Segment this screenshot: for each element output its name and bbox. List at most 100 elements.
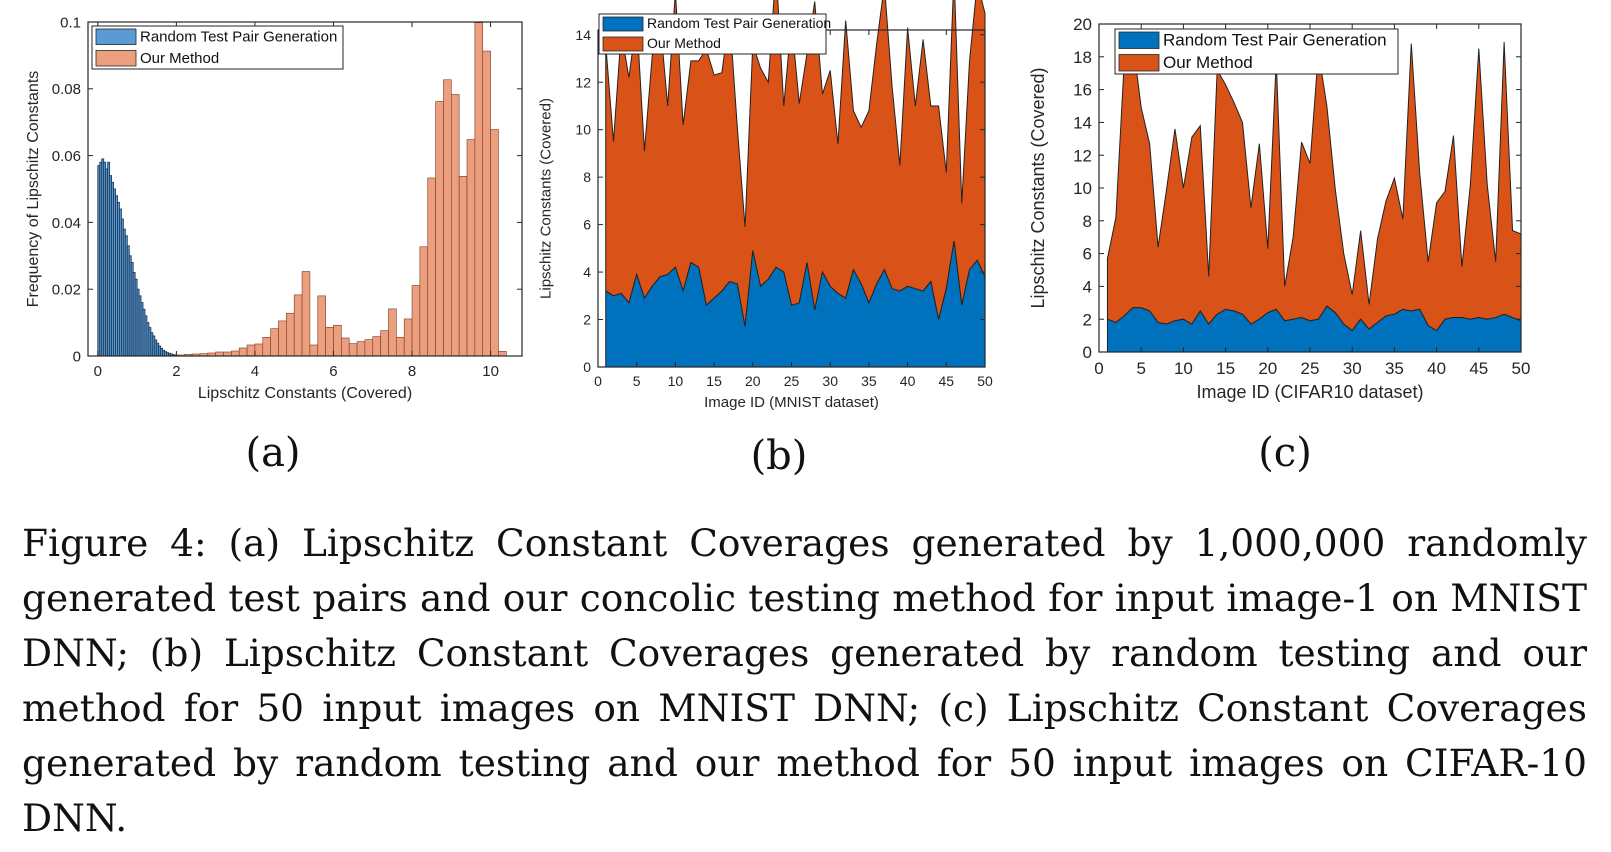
histogram-bar-ours bbox=[474, 22, 484, 357]
histogram-bar-ours bbox=[348, 343, 358, 357]
y-tick-label: 0 bbox=[583, 359, 591, 375]
histogram-bar-ours bbox=[270, 328, 279, 357]
x-tick-label: 4 bbox=[251, 363, 259, 380]
x-tick-label: 0 bbox=[1094, 359, 1103, 378]
y-tick-label: 20 bbox=[1073, 15, 1092, 34]
histogram-bar-ours bbox=[403, 318, 413, 357]
y-tick-label: 0 bbox=[73, 348, 81, 365]
histogram-bar-ours bbox=[262, 336, 271, 357]
panel-b-mnist-area-chart: 0 5 10 15 20 25 30 35 40 45 50 0 2 4 6 8 10 12 14 Image ID … bbox=[537, 0, 993, 411]
x-tick-label: 0 bbox=[94, 363, 102, 380]
y-tick-label: 10 bbox=[575, 122, 591, 138]
x-tick-label: 0 bbox=[594, 373, 602, 389]
x-tick-label: 2 bbox=[172, 363, 180, 380]
histogram-bar-ours bbox=[356, 341, 366, 357]
x-tick-label: 45 bbox=[1469, 359, 1488, 378]
histogram-bar-ours bbox=[451, 94, 460, 357]
legend-swatch bbox=[95, 50, 137, 67]
histogram-bar-ours bbox=[458, 176, 468, 357]
y-tick-label: 0.1 bbox=[60, 14, 81, 31]
histogram-bar-ours bbox=[309, 344, 319, 357]
x-tick-label: 5 bbox=[633, 373, 641, 389]
y-tick-label: 0 bbox=[1083, 343, 1092, 362]
histogram-bar-ours bbox=[301, 271, 311, 357]
x-tick-label: 35 bbox=[861, 373, 877, 389]
y-tick-label: 2 bbox=[583, 312, 591, 328]
legend-entry: Our Method bbox=[140, 50, 219, 67]
histogram-bar-ours bbox=[482, 50, 491, 357]
histogram-bar-ours bbox=[317, 295, 326, 357]
y-tick-label: 0.04 bbox=[52, 215, 81, 232]
legend-swatch bbox=[95, 28, 137, 45]
y-tick-label: 8 bbox=[1083, 212, 1092, 231]
histogram-bar-ours bbox=[411, 285, 421, 357]
x-tick-label: 10 bbox=[668, 373, 684, 389]
histogram-bar-ours bbox=[223, 351, 232, 357]
x-tick-label: 20 bbox=[745, 373, 761, 389]
legend-entry: Our Method bbox=[1163, 53, 1253, 72]
histogram-bar-ours bbox=[215, 351, 224, 357]
y-tick-label: 6 bbox=[583, 217, 591, 233]
y-tick-label: 12 bbox=[575, 74, 591, 90]
x-axis-label: Lipschitz Constants (Covered) bbox=[198, 385, 412, 402]
y-tick-label: 14 bbox=[1073, 114, 1092, 133]
histogram-bar-ours bbox=[231, 350, 240, 357]
y-axis-label: Frequency of Lipschitz Constants bbox=[25, 71, 42, 308]
legend-swatch bbox=[602, 16, 644, 32]
histogram-bar-ours bbox=[466, 139, 476, 357]
histogram-bar-ours bbox=[388, 308, 397, 357]
sublabel-c: (c) bbox=[1258, 430, 1312, 476]
histogram-bar-ours bbox=[333, 324, 342, 357]
histogram-bar-ours bbox=[443, 79, 452, 357]
x-tick-label: 25 bbox=[784, 373, 800, 389]
x-tick-label: 5 bbox=[1136, 359, 1145, 378]
histogram-bar-ours bbox=[427, 177, 436, 357]
panel-a-histogram: 0 2 4 6 8 10 0 0.02 0.04 0.06 0.08 0.1 Lipschitz Con… bbox=[25, 14, 523, 402]
area-series-random bbox=[1106, 305, 1522, 353]
histogram-bar-ours bbox=[498, 351, 507, 357]
y-tick-label: 18 bbox=[1073, 48, 1092, 67]
y-tick-label: 0.02 bbox=[52, 282, 81, 299]
y-tick-label: 6 bbox=[1083, 245, 1092, 264]
x-tick-label: 25 bbox=[1301, 359, 1320, 378]
x-tick-label: 8 bbox=[408, 363, 416, 380]
legend-entry: Our Method bbox=[647, 35, 721, 51]
figure-caption: Figure 4: (a) Lipschitz Constant Coverag… bbox=[22, 521, 1587, 840]
y-tick-label: 0.06 bbox=[52, 148, 81, 165]
x-tick-label: 15 bbox=[706, 373, 722, 389]
panel-a-axes-box bbox=[87, 21, 523, 357]
x-tick-label: 10 bbox=[1174, 359, 1193, 378]
histogram-bar-ours bbox=[254, 343, 264, 357]
area-series-random bbox=[605, 241, 986, 368]
legend-box bbox=[1114, 28, 1399, 75]
y-tick-label: 4 bbox=[583, 264, 591, 280]
histogram-bar-ours bbox=[293, 294, 303, 357]
histogram-bar-ours bbox=[490, 129, 499, 357]
histogram-bar-ours bbox=[435, 101, 444, 357]
y-tick-label: 16 bbox=[1073, 81, 1092, 100]
panel-c-cifar10-area-chart: 0 5 10 15 20 25 30 35 40 45 50 0 2 4 6 8 10 12 14 16 18 20 Ima… bbox=[1028, 15, 1530, 402]
y-tick-label: 10 bbox=[1073, 179, 1092, 198]
histogram-bar-ours bbox=[246, 344, 256, 357]
y-tick-label: 0.08 bbox=[52, 81, 81, 98]
histogram-bar-ours bbox=[278, 320, 287, 357]
sublabel-b: (b) bbox=[751, 433, 808, 479]
x-tick-label: 40 bbox=[900, 373, 916, 389]
x-tick-label: 20 bbox=[1258, 359, 1277, 378]
histogram-bar-ours bbox=[325, 326, 334, 357]
y-tick-label: 2 bbox=[1083, 310, 1092, 329]
x-tick-label: 40 bbox=[1427, 359, 1446, 378]
y-tick-label: 4 bbox=[1083, 278, 1092, 297]
legend-swatch bbox=[602, 36, 644, 52]
x-tick-label: 15 bbox=[1216, 359, 1235, 378]
x-tick-label: 45 bbox=[939, 373, 955, 389]
sublabel-a: (a) bbox=[245, 430, 300, 476]
histogram-bar-ours bbox=[286, 312, 295, 357]
histogram-bar-ours bbox=[341, 337, 350, 357]
legend-swatch bbox=[1118, 31, 1160, 49]
legend-swatch bbox=[1118, 54, 1160, 72]
legend-entry: Random Test Pair Generation bbox=[1163, 31, 1387, 50]
histogram-bar-ours bbox=[380, 330, 389, 357]
y-tick-label: 12 bbox=[1073, 146, 1092, 165]
x-tick-label: 30 bbox=[1343, 359, 1362, 378]
